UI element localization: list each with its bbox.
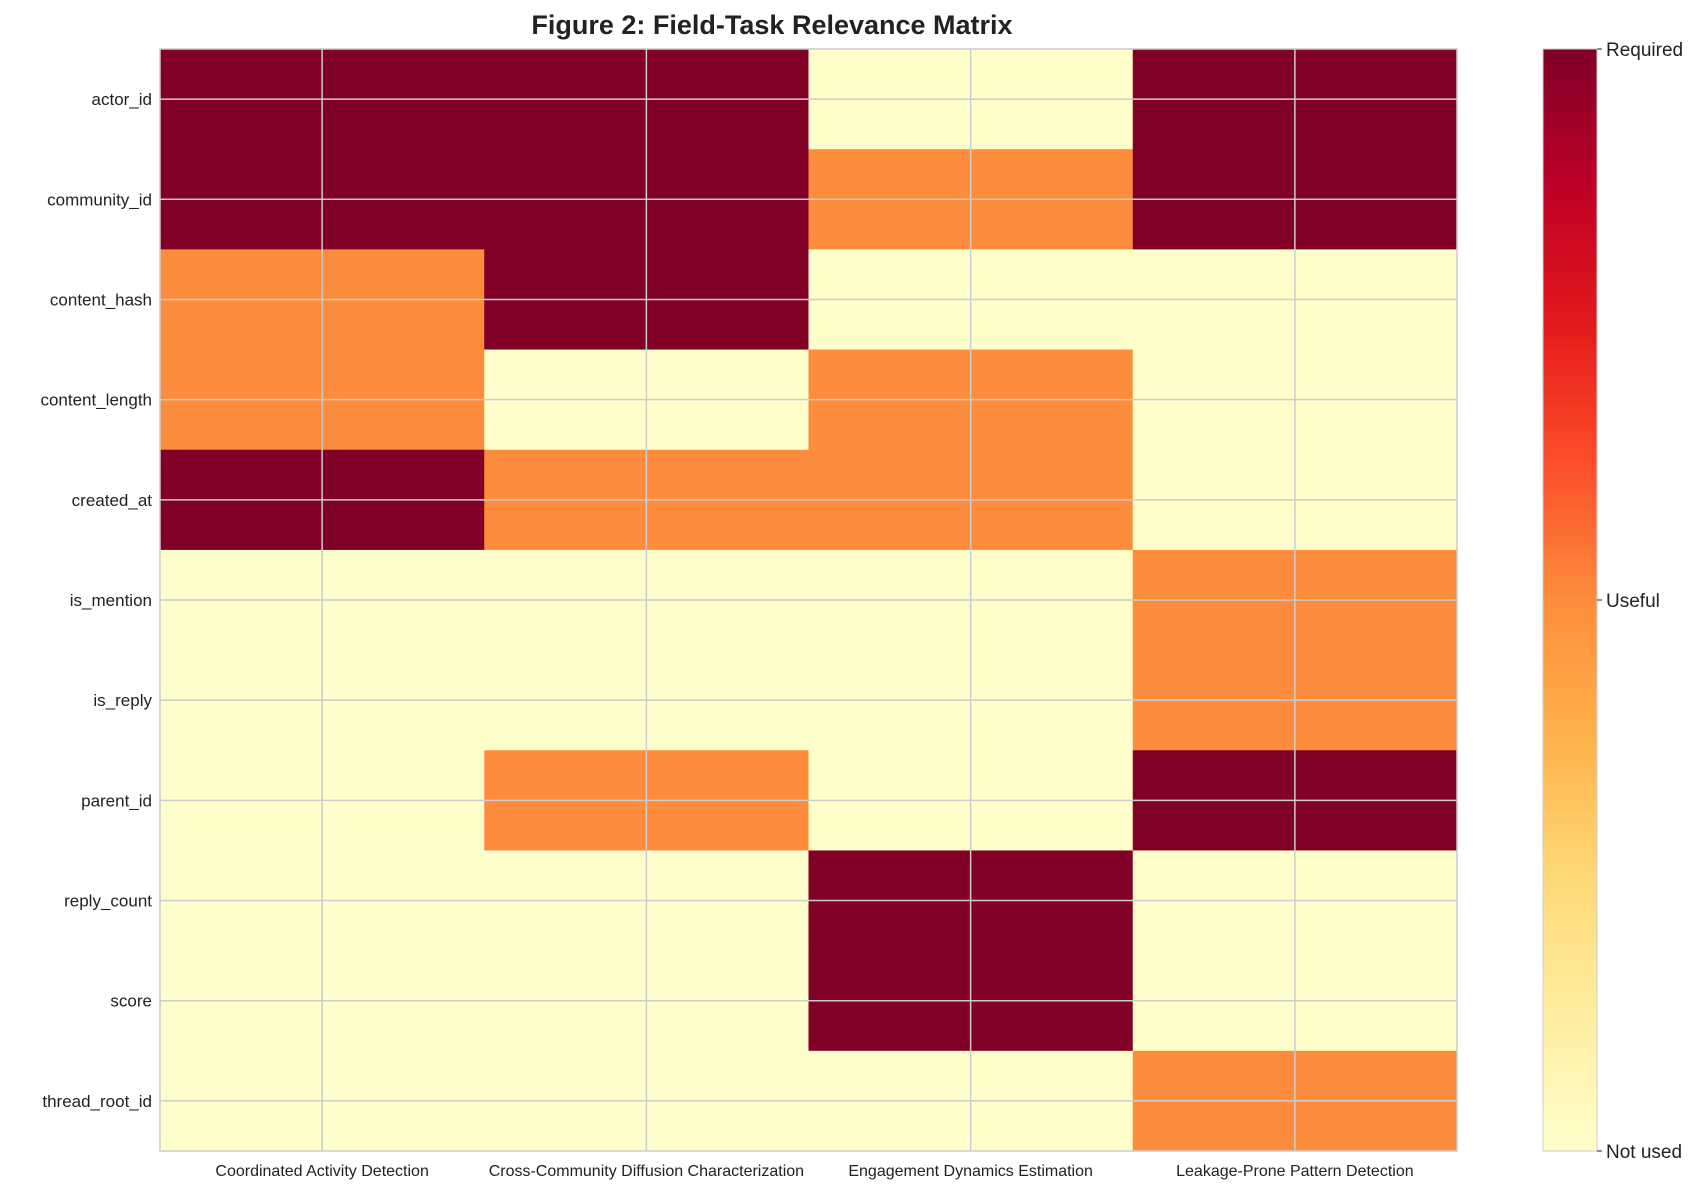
y-axis-labels: actor_id community_id content_hash content_… xyxy=(40,90,152,1111)
y-tick-label: reply_count xyxy=(64,892,152,911)
colorbar xyxy=(1542,48,1598,1152)
x-axis-labels: Coordinated Activity Detection Cross-Comm… xyxy=(215,1163,1413,1180)
colorbar-tick-label: Useful xyxy=(1606,591,1660,612)
y-tick-label: content_hash xyxy=(50,290,152,309)
y-tick-label: created_at xyxy=(72,491,153,510)
colorbar-tick-label: Required xyxy=(1606,40,1683,61)
y-tick-label: is_mention xyxy=(70,591,152,610)
x-tick-label: Cross-Community Diffusion Characterizati… xyxy=(489,1163,804,1180)
x-tick-label: Engagement Dynamics Estimation xyxy=(848,1163,1093,1180)
plot-frame xyxy=(159,48,1458,1152)
y-tick-label: community_id xyxy=(47,190,152,209)
chart-title: Figure 2: Field-Task Relevance Matrix xyxy=(531,10,1013,40)
y-tick-label: is_reply xyxy=(93,691,152,710)
x-tick-label: Leakage-Prone Pattern Detection xyxy=(1176,1163,1413,1180)
grid-lines xyxy=(160,49,1457,1151)
y-tick-label: score xyxy=(110,992,152,1011)
colorbar-tick-label: Not used xyxy=(1606,1142,1682,1163)
y-tick-label: thread_root_id xyxy=(42,1092,152,1111)
colorbar-labels: Not used Useful Required xyxy=(1597,40,1683,1163)
y-tick-label: content_length xyxy=(40,391,152,410)
y-tick-label: actor_id xyxy=(92,90,152,109)
x-tick-label: Coordinated Activity Detection xyxy=(215,1163,428,1180)
y-tick-label: parent_id xyxy=(81,791,152,810)
